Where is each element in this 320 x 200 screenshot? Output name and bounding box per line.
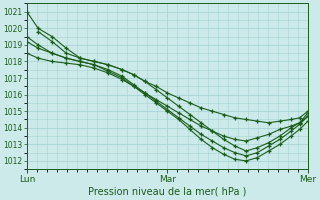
- X-axis label: Pression niveau de la mer( hPa ): Pression niveau de la mer( hPa ): [88, 187, 247, 197]
